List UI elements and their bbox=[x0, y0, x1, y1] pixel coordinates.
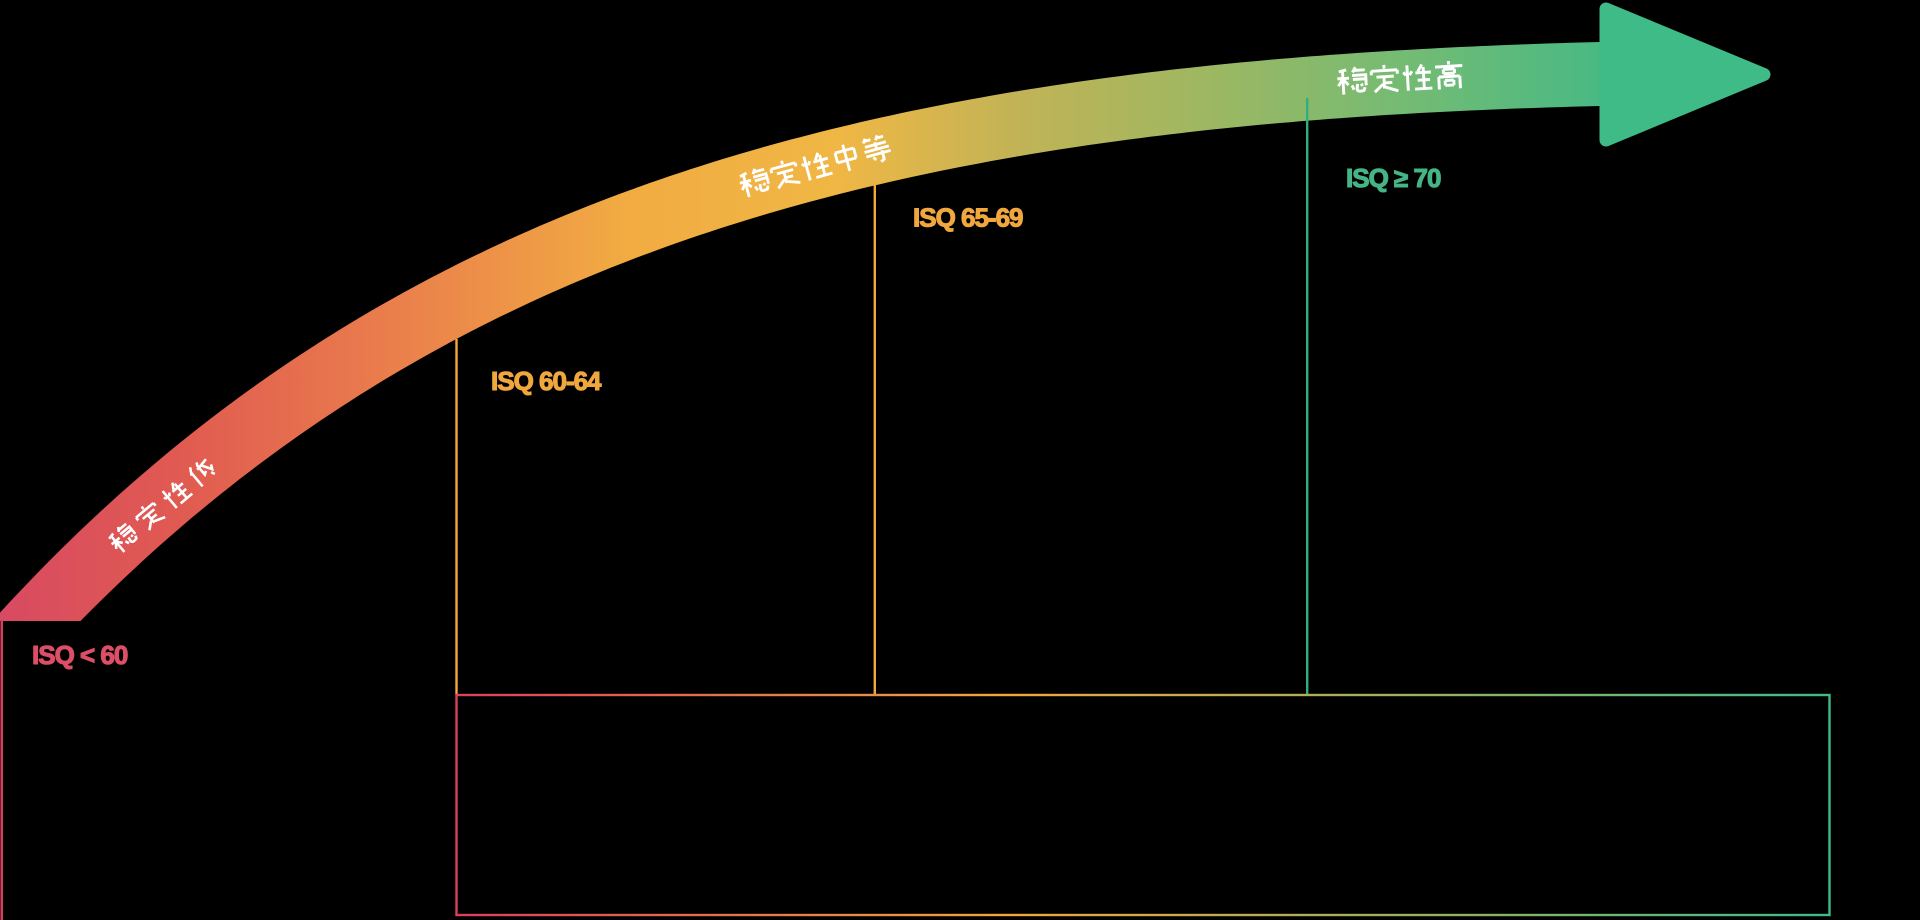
svg-text:ISQ 65-69: ISQ 65-69 bbox=[913, 203, 1023, 233]
svg-text:ISQ < 60: ISQ < 60 bbox=[32, 640, 128, 670]
svg-text:ISQ ≥ 70: ISQ ≥ 70 bbox=[1346, 163, 1441, 193]
svg-text:ISQ 60-64: ISQ 60-64 bbox=[491, 366, 602, 396]
